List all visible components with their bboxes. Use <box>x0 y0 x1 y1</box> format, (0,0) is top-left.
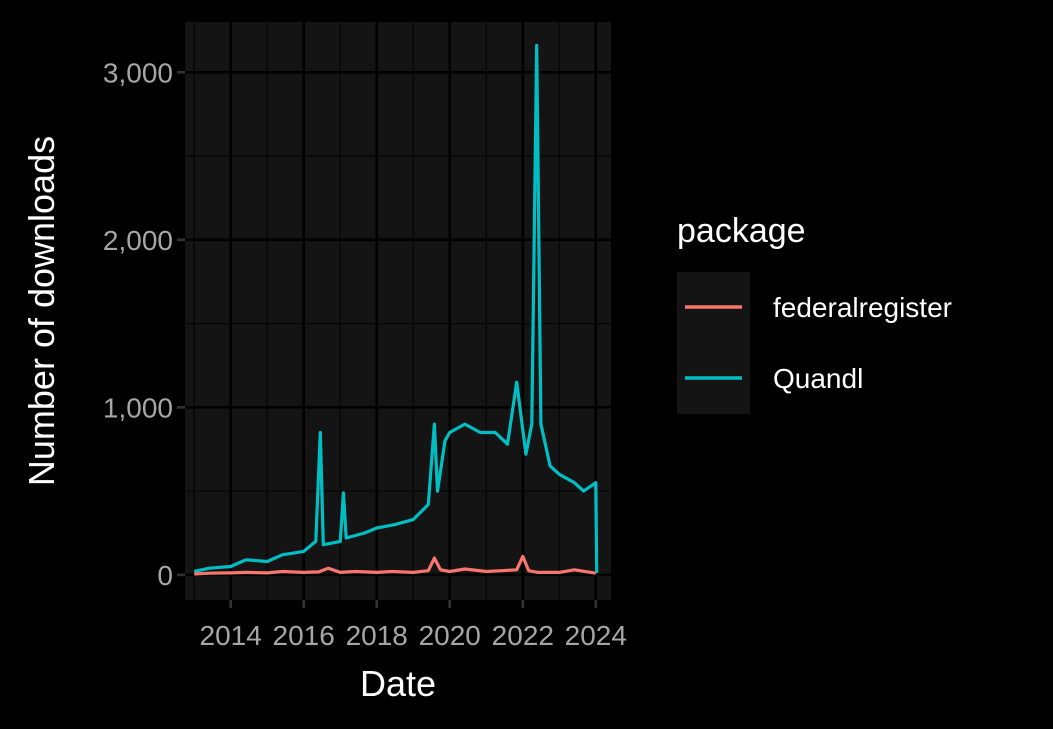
x-axis: 2014 2016 2018 2020 2022 2024 <box>200 600 627 651</box>
legend-label-federalregister: federalregister <box>773 292 952 323</box>
legend-label-quandl: Quandl <box>773 363 863 394</box>
y-axis: 0 1,000 2,000 3,000 <box>103 57 185 591</box>
series-line-quandl <box>193 43 599 574</box>
legend: package federalregister Quandl <box>677 212 952 414</box>
plot-panel <box>185 22 611 600</box>
gridlines <box>185 22 611 600</box>
y-tick-label: 2,000 <box>103 225 173 256</box>
y-tick-label: 0 <box>157 560 173 591</box>
x-tick-label: 2020 <box>419 620 481 651</box>
y-tick-label: 1,000 <box>103 392 173 423</box>
series-layer <box>193 43 599 576</box>
series-line-federalregister <box>194 554 597 576</box>
x-tick-label: 2024 <box>565 620 627 651</box>
x-axis-title: Date <box>360 663 436 704</box>
legend-title: package <box>677 212 806 250</box>
x-tick-label: 2022 <box>492 620 554 651</box>
x-tick-label: 2018 <box>346 620 408 651</box>
x-tick-label: 2014 <box>200 620 262 651</box>
x-tick-label: 2016 <box>273 620 335 651</box>
y-axis-title: Number of downloads <box>21 136 62 486</box>
y-tick-label: 3,000 <box>103 57 173 88</box>
